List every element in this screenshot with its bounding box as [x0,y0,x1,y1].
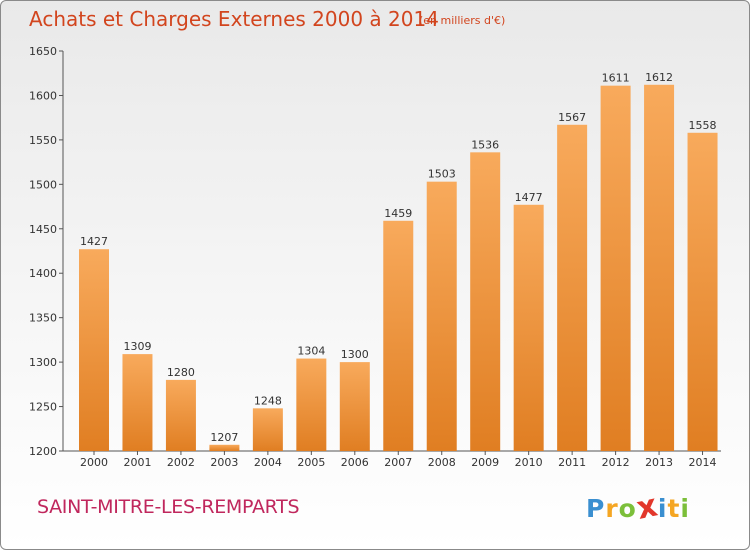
axes: 1200 1250 1300 1350 1400 1450 1500 1550 1600 1650… [29,45,721,469]
bar-2013 [644,84,675,452]
x-tick-label: 2002 [167,456,195,469]
y-tick-label: 1350 [29,312,57,325]
y-tick-label: 1500 [29,178,57,191]
bar-2011 [557,124,588,452]
x-tick-label: 2010 [515,456,543,469]
y-tick-label: 1400 [29,267,57,280]
y-tick-label: 1300 [29,356,57,369]
logo-letter: r [605,494,619,523]
x-tick-label: 2014 [689,456,717,469]
x-tick-label: 2013 [645,456,673,469]
data-label: 1280 [167,366,195,379]
y-tick-label: 1650 [29,45,57,58]
bar-2001 [122,354,153,451]
data-label: 1567 [558,111,586,124]
x-tick-label: 2012 [602,456,630,469]
bar-2008 [426,181,457,451]
bar-2003 [209,444,240,451]
y-tick-label: 1550 [29,134,57,147]
bar-2002 [165,379,196,451]
x-tick-label: 2011 [558,456,586,469]
x-tick-label: 2004 [254,456,282,469]
data-label: 1300 [341,348,369,361]
logo-letter: o [618,494,637,523]
chart-title: Achats et Charges Externes 2000 à 2014 [29,7,439,31]
logo-letter: i [657,494,668,523]
x-tick-label: 2000 [80,456,108,469]
data-label: 1248 [254,394,282,407]
logo-letter: P [586,494,606,523]
data-label: 1207 [210,431,238,444]
logo-letter: t [667,494,681,523]
data-labels: 1427 1309 1280 1207 1248 1304 1300 1459 1503 1536… [80,71,717,444]
data-label: 1536 [471,138,499,151]
data-label: 1427 [80,235,108,248]
location-name: SAINT-MITRE-LES-REMPARTS [37,496,300,518]
logo-letter: i [680,494,690,523]
x-tick-label: 2005 [297,456,325,469]
bar-2010 [513,204,544,451]
proxiti-logo: Proxiti [586,487,690,527]
y-tick-label: 1450 [29,223,57,236]
chart-subtitle: (en milliers d'€) [419,14,506,27]
bar-2009 [470,152,501,452]
bar-2007 [383,220,414,451]
y-tick-label: 1200 [29,445,57,458]
y-tick-label: 1250 [29,401,57,414]
bar-2006 [339,362,370,451]
x-tick-label: 2006 [341,456,369,469]
data-label: 1611 [602,72,630,85]
data-label: 1477 [515,191,543,204]
x-tick-label: 2001 [123,456,151,469]
bar-2012 [600,85,631,452]
x-tick-label: 2007 [384,456,412,469]
bar-2014 [687,132,718,451]
bar-2000 [79,249,109,451]
data-label: 1459 [384,207,412,220]
y-tick-label: 1600 [29,89,57,102]
data-label: 1503 [428,168,456,181]
x-tick-label: 2008 [428,456,456,469]
data-label: 1304 [297,345,325,358]
x-tick-label: 2003 [210,456,238,469]
data-label: 1612 [645,71,673,84]
data-label: 1309 [123,340,151,353]
bar-2004 [252,408,283,451]
bars [79,84,718,452]
data-label: 1558 [689,119,717,132]
bar-2005 [296,358,327,451]
x-tick-label: 2009 [471,456,499,469]
